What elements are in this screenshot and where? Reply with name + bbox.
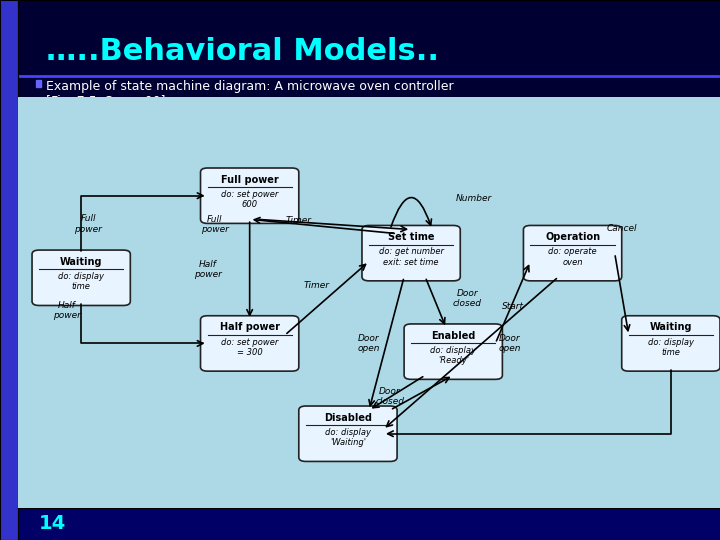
FancyBboxPatch shape: [523, 226, 622, 281]
Text: 14: 14: [39, 514, 66, 534]
FancyBboxPatch shape: [299, 406, 397, 461]
Text: Disabled: Disabled: [324, 413, 372, 423]
Text: do: display
time: do: display time: [648, 338, 694, 357]
Text: Timer: Timer: [286, 216, 312, 225]
Text: do: get number
exit: set time: do: get number exit: set time: [379, 247, 444, 267]
FancyBboxPatch shape: [200, 168, 299, 224]
FancyBboxPatch shape: [32, 250, 130, 306]
Text: Door
open: Door open: [358, 334, 380, 353]
Text: Door
closed: Door closed: [376, 387, 405, 407]
FancyBboxPatch shape: [404, 324, 503, 379]
Text: do: set power
600: do: set power 600: [221, 190, 279, 209]
Text: Full power: Full power: [221, 174, 279, 185]
Text: Set time: Set time: [388, 232, 434, 242]
Text: Example of state machine diagram: A microwave oven controller
[Fig. 7.5, Somm00]: Example of state machine diagram: A micr…: [46, 80, 454, 107]
Text: Start: Start: [502, 302, 524, 311]
Text: Full
power: Full power: [201, 215, 228, 234]
Text: Waiting: Waiting: [649, 322, 692, 333]
Text: do: display
'Ready': do: display 'Ready': [431, 346, 476, 365]
Text: do: set power
= 300: do: set power = 300: [221, 338, 279, 357]
Text: Number: Number: [456, 194, 492, 203]
Text: …..Behavioral Models..: …..Behavioral Models..: [46, 37, 439, 66]
Text: do: operate
oven: do: operate oven: [548, 247, 597, 267]
Text: Door
open: Door open: [498, 334, 521, 353]
Text: Waiting: Waiting: [60, 256, 102, 267]
Text: do: display
'Waiting': do: display 'Waiting': [325, 428, 371, 447]
Text: Door
closed: Door closed: [453, 288, 482, 308]
Text: Half power: Half power: [220, 322, 279, 333]
FancyBboxPatch shape: [622, 316, 720, 371]
Text: Half
power: Half power: [194, 260, 222, 279]
Text: Timer: Timer: [303, 281, 329, 291]
FancyBboxPatch shape: [362, 226, 460, 281]
Text: Full
power: Full power: [74, 214, 102, 234]
FancyBboxPatch shape: [200, 316, 299, 371]
Text: Enabled: Enabled: [431, 330, 475, 341]
Text: do: display
time: do: display time: [58, 272, 104, 291]
Bar: [35, 80, 41, 87]
Text: Half
power: Half power: [53, 301, 81, 320]
Text: Cancel: Cancel: [606, 224, 637, 233]
Text: Operation: Operation: [545, 232, 600, 242]
